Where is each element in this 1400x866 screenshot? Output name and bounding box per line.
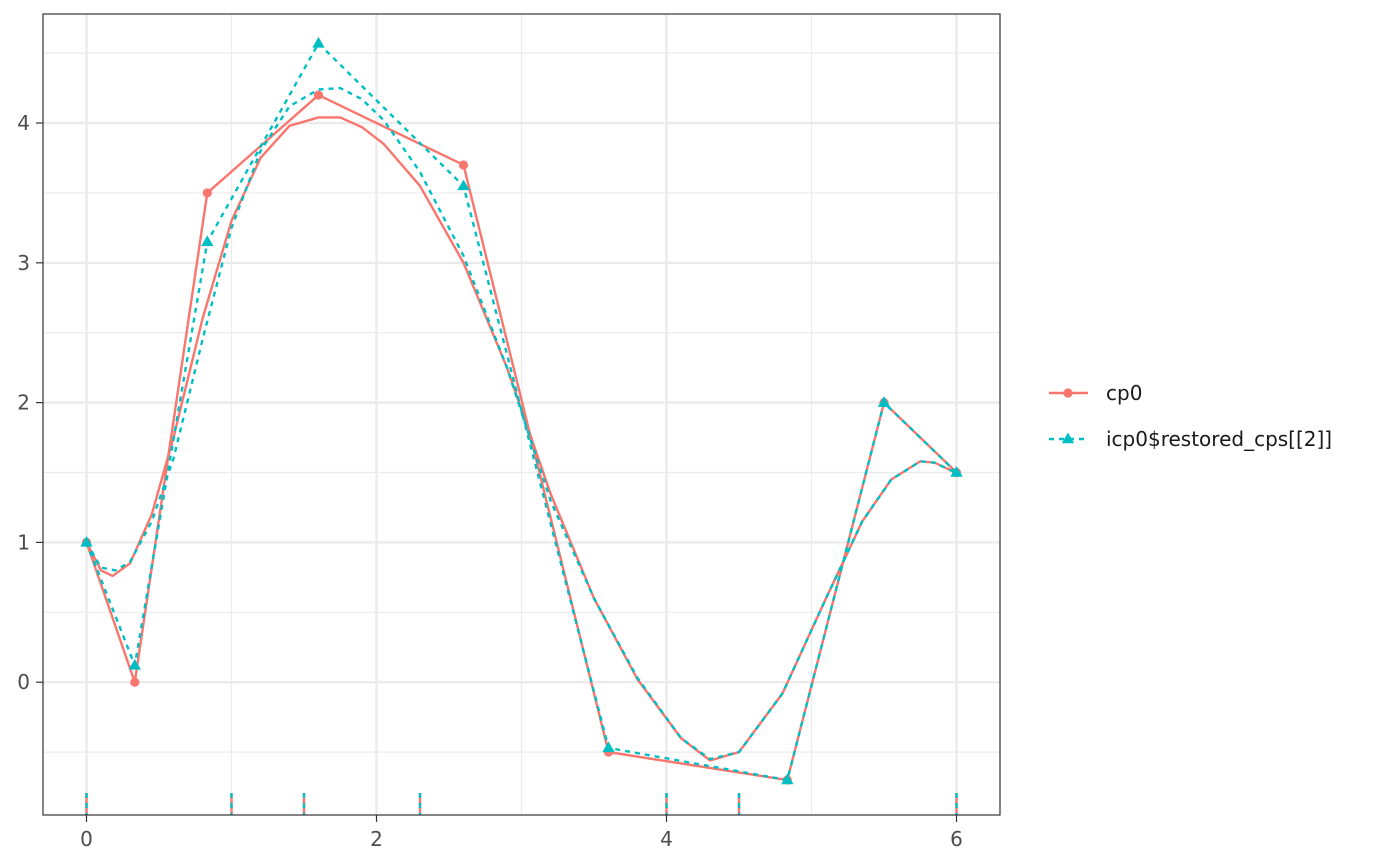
y-tick-label: 3 bbox=[17, 251, 30, 275]
axes: 0 2 4 6 0 1 2 3 4 bbox=[17, 111, 963, 851]
x-tick-label: 2 bbox=[370, 827, 383, 851]
y-tick-label: 2 bbox=[17, 391, 30, 415]
data-point bbox=[781, 773, 794, 785]
data-point bbox=[130, 677, 140, 687]
x-tick-label: 4 bbox=[660, 827, 673, 851]
data-point bbox=[201, 235, 214, 247]
data-point bbox=[458, 160, 469, 170]
data-point bbox=[457, 179, 470, 191]
plot-border bbox=[42, 13, 1001, 816]
legend-label: cp0 bbox=[1106, 381, 1142, 405]
data-point bbox=[312, 36, 325, 48]
legend-entry: icp0$restored_cps[[2]] bbox=[1049, 427, 1332, 451]
data-point bbox=[313, 90, 324, 100]
knot-rug bbox=[85, 793, 958, 815]
y-tick-label: 1 bbox=[17, 530, 30, 554]
y-tick-label: 4 bbox=[17, 111, 30, 135]
series-curve bbox=[85, 86, 957, 761]
x-tick-label: 6 bbox=[950, 827, 963, 851]
data-point bbox=[128, 658, 141, 670]
data-point bbox=[602, 741, 615, 753]
series-layer bbox=[80, 36, 963, 785]
y-tick-label: 0 bbox=[17, 670, 30, 694]
data-point bbox=[80, 535, 93, 547]
legend: cp0 icp0$restored_cps[[2]] bbox=[1049, 381, 1332, 451]
series-1 bbox=[80, 36, 963, 785]
legend-key-marker bbox=[1061, 432, 1075, 444]
legend-entry: cp0 bbox=[1049, 381, 1142, 405]
x-tick-label: 0 bbox=[80, 827, 93, 851]
legend-label: icp0$restored_cps[[2]] bbox=[1106, 427, 1332, 451]
grid-major bbox=[43, 14, 1000, 815]
data-point bbox=[877, 396, 891, 407]
legend-key-marker bbox=[1063, 388, 1073, 398]
data-point bbox=[950, 466, 963, 477]
data-point bbox=[202, 188, 212, 198]
